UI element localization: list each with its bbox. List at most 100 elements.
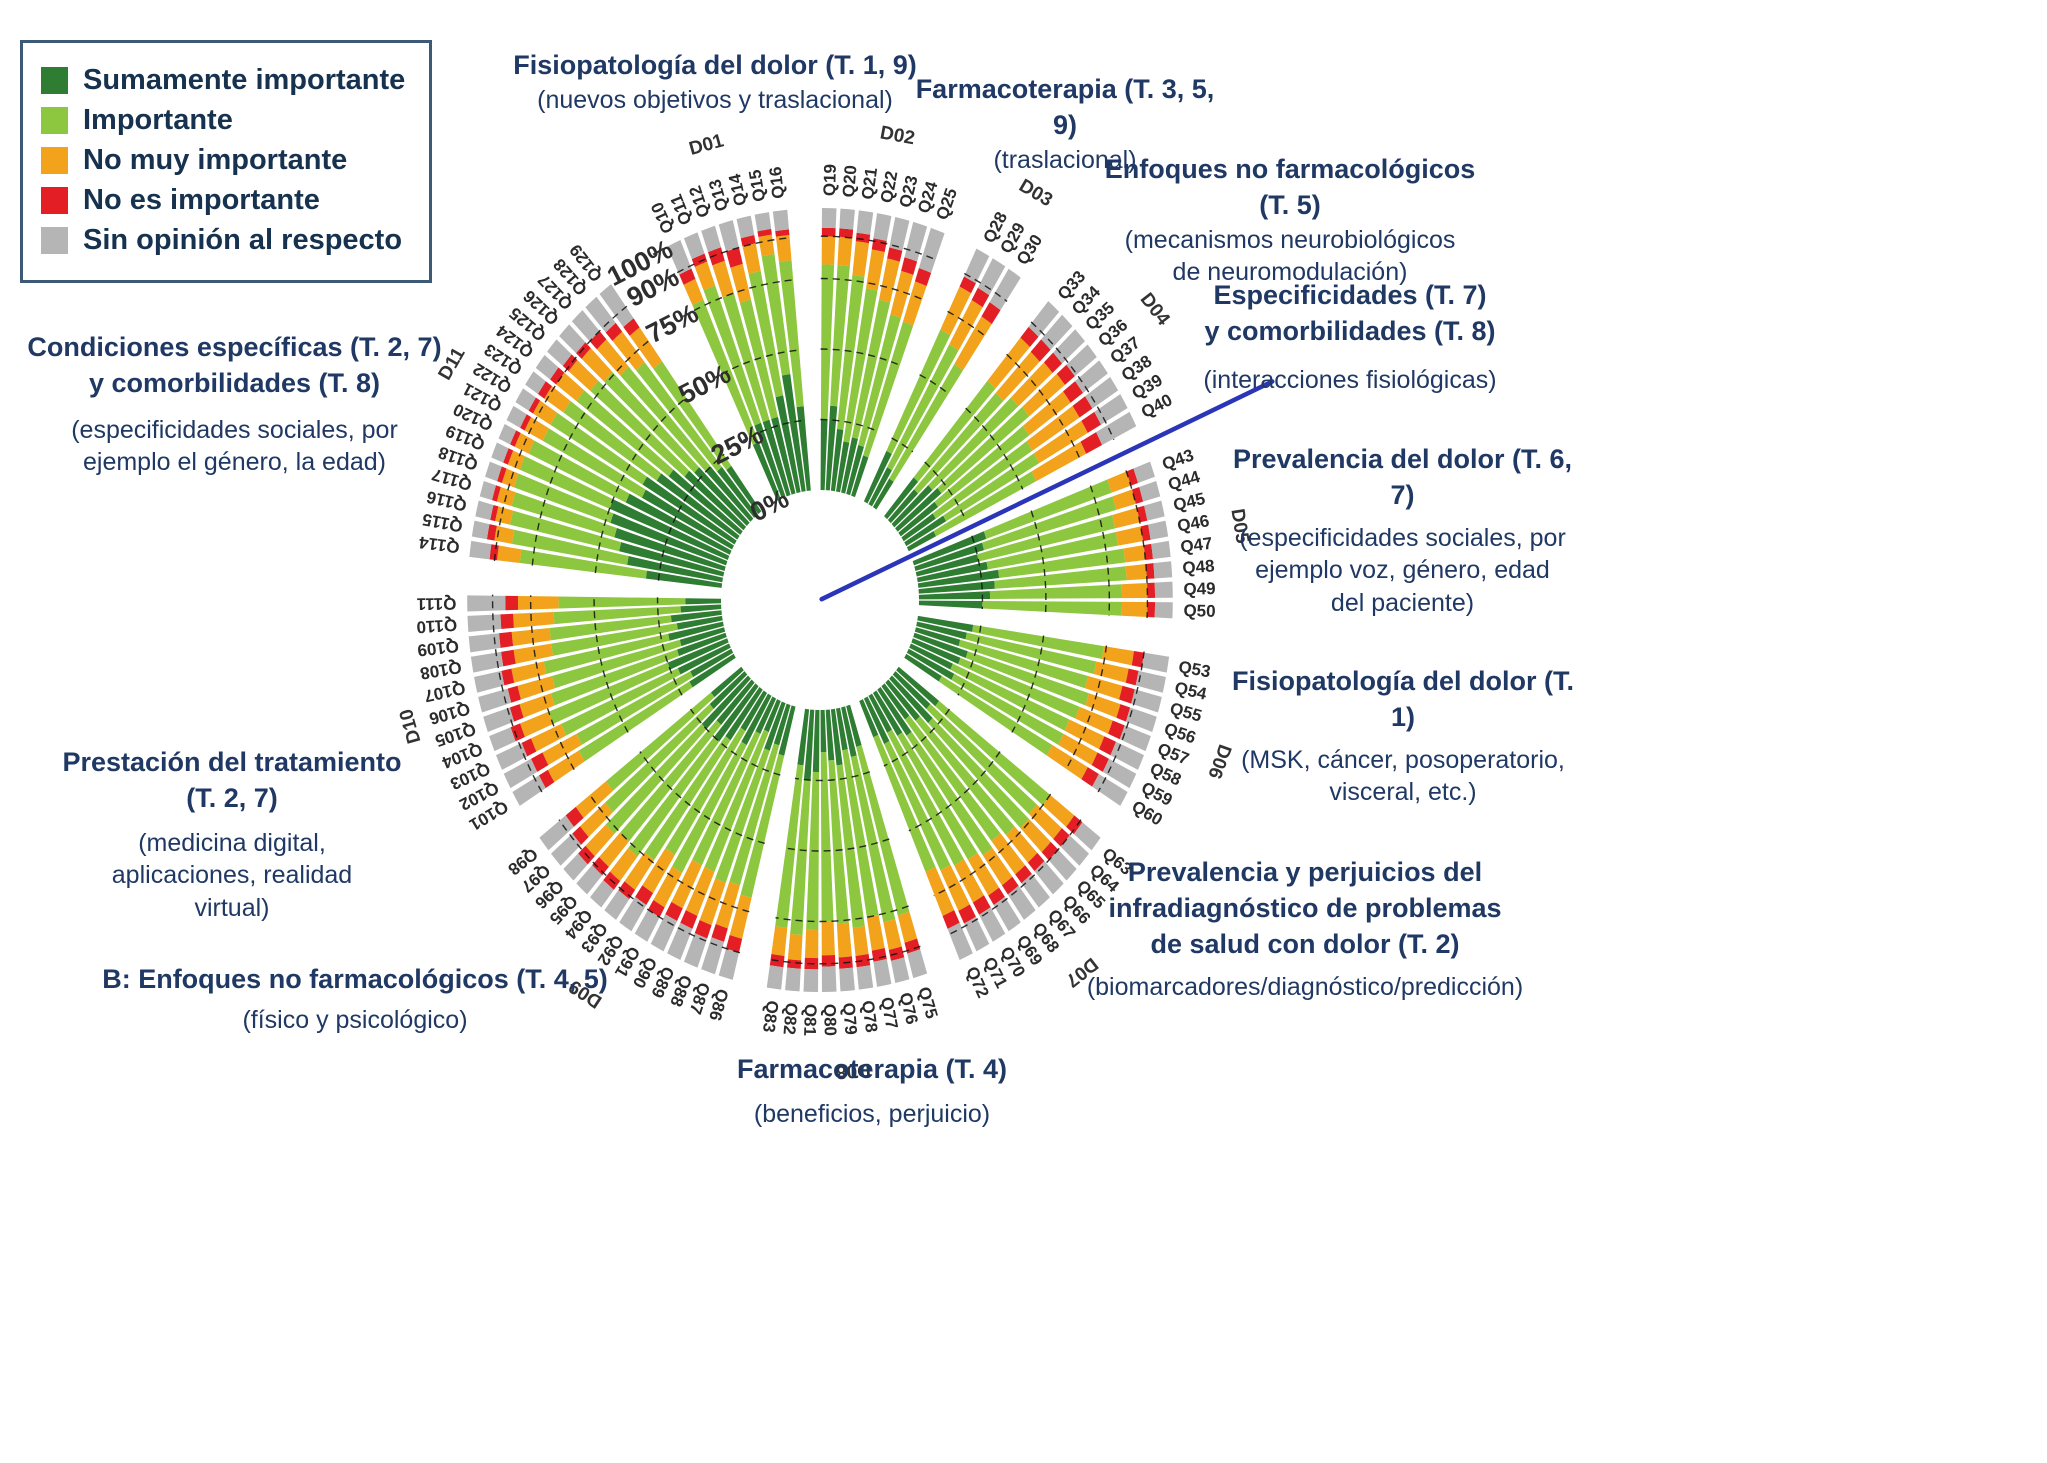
bar-segment bbox=[1073, 822, 1101, 851]
question-label: Q96 bbox=[531, 876, 567, 912]
bar-segment bbox=[868, 693, 892, 733]
annotation-title: Prestación del tratamiento bbox=[62, 747, 402, 777]
bar-segment bbox=[642, 476, 737, 545]
bar-segment bbox=[918, 580, 995, 594]
bar-segment bbox=[994, 566, 1127, 589]
bar-segment bbox=[576, 671, 694, 745]
bar-segment bbox=[787, 933, 803, 961]
question-label: Q116 bbox=[425, 487, 469, 515]
bar-segment bbox=[914, 542, 985, 571]
bar-segment bbox=[852, 241, 870, 277]
question-label: Q69 bbox=[1013, 932, 1047, 969]
bar-segment bbox=[895, 487, 942, 532]
bar-segment bbox=[603, 871, 621, 890]
question-label: Q35 bbox=[1082, 298, 1119, 334]
bar-segment bbox=[742, 243, 761, 274]
bar-segment bbox=[940, 864, 970, 911]
bar-segment bbox=[474, 670, 505, 693]
bar-segment bbox=[836, 922, 852, 958]
bar-segment bbox=[694, 920, 712, 939]
bar-segment bbox=[715, 748, 770, 883]
bar-segment bbox=[901, 257, 918, 275]
bar-segment bbox=[843, 288, 878, 443]
grid-ring bbox=[493, 305, 628, 562]
bar-segment bbox=[838, 956, 853, 969]
grid-ring bbox=[594, 396, 688, 574]
question-label: Q16 bbox=[766, 166, 789, 200]
question-label: Q86 bbox=[705, 987, 732, 1023]
bar-segment bbox=[986, 532, 1119, 570]
question-label: Q114 bbox=[417, 532, 460, 556]
bar-segment bbox=[977, 258, 1006, 296]
bar-segment bbox=[842, 749, 879, 918]
bar-segment bbox=[1026, 405, 1080, 451]
bar-segment bbox=[772, 209, 789, 232]
bar-segment bbox=[995, 351, 1040, 401]
divider-line bbox=[819, 379, 1275, 602]
bar-segment bbox=[1112, 507, 1140, 529]
bar-segment bbox=[1133, 461, 1155, 483]
bar-segment bbox=[532, 400, 558, 425]
bar-segment bbox=[609, 499, 730, 561]
question-label: Q23 bbox=[896, 174, 922, 210]
bar-segment bbox=[509, 704, 524, 722]
bar-segment bbox=[915, 716, 1015, 836]
question-label: Q88 bbox=[666, 972, 695, 1009]
radial-axis-tick bbox=[682, 310, 693, 318]
bar-segment bbox=[542, 733, 582, 766]
bar-segment bbox=[650, 914, 678, 952]
bar-segment bbox=[1144, 500, 1165, 521]
bar-segment bbox=[825, 709, 835, 761]
grid-ring bbox=[820, 235, 937, 261]
bar-segment bbox=[1094, 394, 1128, 425]
bar-segment bbox=[1001, 876, 1019, 895]
bar-segment bbox=[873, 734, 936, 872]
question-label: Q91 bbox=[611, 943, 644, 980]
bar-segment bbox=[904, 938, 921, 954]
bar-segment bbox=[1080, 432, 1103, 454]
bar-segment bbox=[559, 324, 586, 354]
bar-segment bbox=[585, 824, 615, 857]
bar-segment bbox=[958, 904, 976, 924]
bar-segment bbox=[1072, 396, 1093, 418]
legend-label: Sumamente importante bbox=[83, 64, 406, 96]
bar-segment bbox=[820, 264, 835, 420]
bar-segment bbox=[513, 473, 614, 523]
annotation-subtitle: (especificidades sociales, por bbox=[71, 415, 398, 444]
bar-segment bbox=[619, 542, 725, 577]
bar-segment bbox=[890, 270, 914, 318]
bar-segment bbox=[933, 471, 1037, 537]
bar-segment bbox=[885, 679, 920, 721]
bar-segment bbox=[712, 260, 734, 298]
bar-segment bbox=[514, 432, 535, 454]
bar-segment bbox=[850, 755, 896, 923]
question-label: Q71 bbox=[979, 954, 1011, 991]
bar-segment bbox=[1046, 745, 1088, 780]
bar-segment bbox=[1041, 841, 1059, 861]
bar-segment bbox=[1140, 524, 1151, 542]
bar-segment bbox=[648, 899, 665, 918]
bar-segment bbox=[683, 232, 705, 260]
bar-segment bbox=[667, 240, 692, 275]
annotation-subtitle: (MSK, cáncer, posoperatorio, bbox=[1241, 745, 1565, 774]
bar-segment bbox=[769, 954, 785, 968]
question-label: Q105 bbox=[433, 719, 478, 750]
bar-segment bbox=[653, 866, 683, 908]
bar-segment bbox=[982, 847, 1013, 886]
bar-segment bbox=[521, 738, 537, 757]
bar-segment bbox=[804, 929, 819, 959]
bar-segment bbox=[796, 406, 811, 491]
bar-segment bbox=[938, 675, 1053, 756]
bar-segment bbox=[950, 663, 1070, 731]
bar-segment bbox=[836, 707, 848, 751]
bar-segment bbox=[917, 615, 974, 632]
bar-segment bbox=[551, 623, 678, 656]
bar-segment bbox=[599, 284, 634, 328]
bar-segment bbox=[489, 727, 516, 752]
grid-ring bbox=[657, 453, 725, 581]
bar-segment bbox=[726, 465, 762, 515]
bar-segment bbox=[836, 441, 850, 493]
bar-segment bbox=[951, 673, 1064, 745]
annotation-pathophysiology-t1: Fisiopatología del dolor (T. 1) (MSK, cá… bbox=[1228, 664, 1578, 809]
question-label: Q33 bbox=[1054, 267, 1090, 304]
